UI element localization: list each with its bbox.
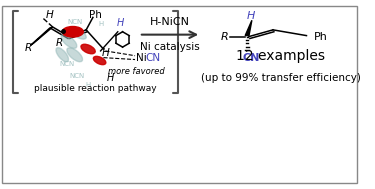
Text: (up to 99% transfer efficiency): (up to 99% transfer efficiency) [201, 73, 360, 83]
Text: H: H [98, 21, 103, 27]
Text: H: H [247, 12, 255, 21]
FancyBboxPatch shape [2, 6, 357, 183]
Text: H: H [102, 48, 109, 58]
Text: H: H [86, 82, 91, 88]
Polygon shape [31, 27, 52, 45]
Text: Ni catalysis: Ni catalysis [140, 42, 200, 52]
Ellipse shape [81, 44, 95, 54]
Text: Ph: Ph [314, 32, 328, 42]
Text: R: R [221, 32, 229, 42]
Text: R: R [56, 38, 63, 48]
Text: CN: CN [242, 53, 260, 63]
Ellipse shape [62, 26, 83, 37]
Text: Ph: Ph [89, 9, 102, 19]
Text: 12 examples: 12 examples [236, 49, 325, 63]
Text: R: R [25, 43, 32, 53]
Text: H: H [106, 73, 114, 83]
Text: H-NiCN: H-NiCN [150, 17, 189, 27]
Text: Ni: Ni [136, 53, 147, 63]
Text: CN: CN [146, 53, 161, 63]
Text: NCN: NCN [69, 73, 84, 79]
Ellipse shape [93, 56, 106, 65]
Ellipse shape [71, 28, 86, 39]
Text: NCN: NCN [67, 19, 82, 25]
Text: H: H [46, 9, 54, 19]
Text: H: H [117, 18, 124, 28]
Ellipse shape [67, 48, 82, 62]
Ellipse shape [56, 48, 69, 62]
Text: more favored: more favored [108, 67, 164, 77]
Ellipse shape [61, 34, 77, 48]
Text: plausible reaction pathway: plausible reaction pathway [34, 84, 157, 93]
Text: NCN: NCN [59, 61, 75, 67]
Polygon shape [245, 20, 252, 36]
